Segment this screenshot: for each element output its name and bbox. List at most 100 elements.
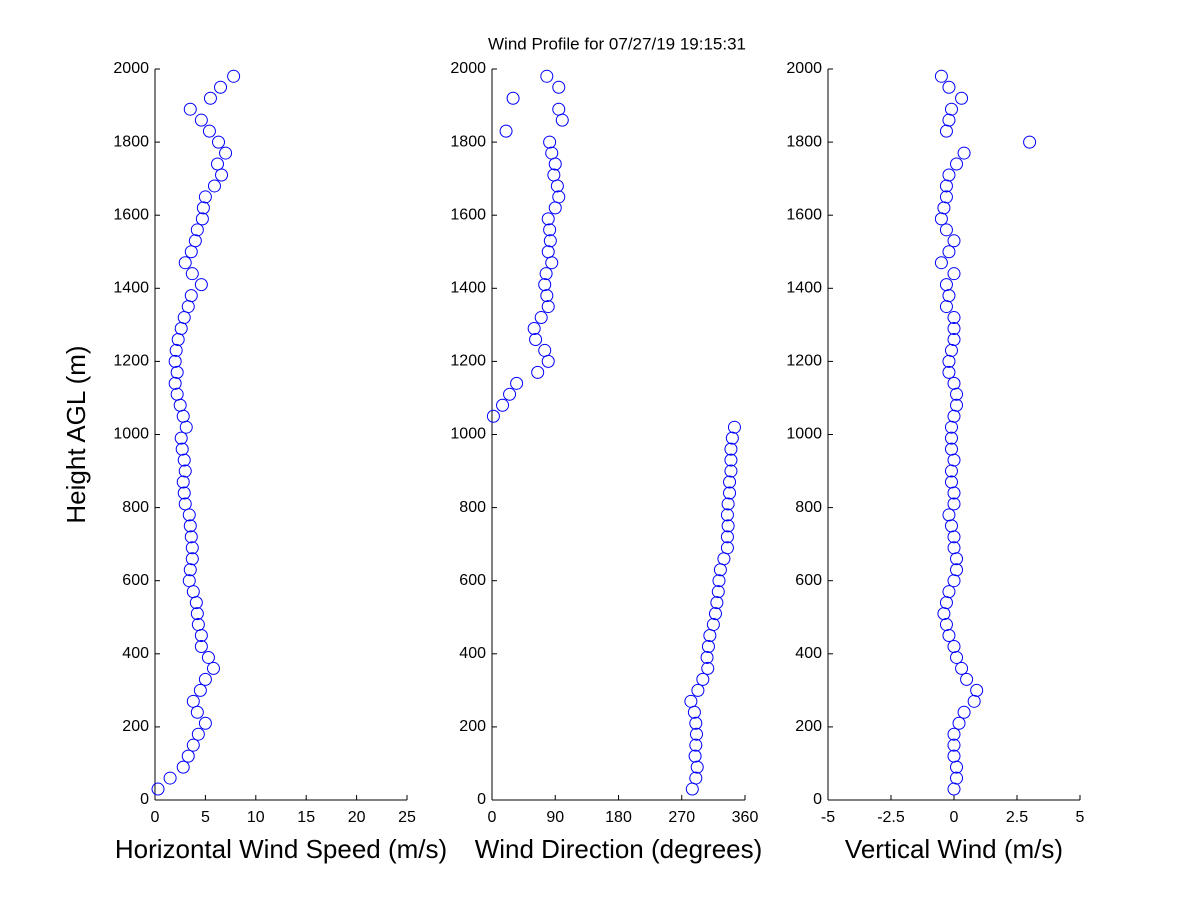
data-point — [727, 420, 741, 434]
data-point — [183, 102, 197, 116]
x-tick-label: 25 — [398, 809, 416, 826]
data-point — [708, 607, 722, 621]
data-point — [942, 168, 956, 182]
data-point — [720, 541, 734, 555]
data-point — [955, 91, 969, 105]
data-point — [543, 223, 557, 237]
data-point — [543, 234, 557, 248]
data-point — [690, 727, 704, 741]
data-point — [706, 618, 720, 632]
data-point — [939, 124, 953, 138]
data-point — [169, 343, 183, 357]
data-point — [486, 409, 500, 423]
y-tick-label: 1600 — [450, 206, 486, 223]
data-point — [947, 574, 961, 588]
data-point — [541, 354, 555, 368]
data-point — [178, 256, 192, 270]
data-point — [721, 519, 735, 533]
data-point — [527, 322, 541, 336]
data-point — [934, 212, 948, 226]
data-point — [194, 278, 208, 292]
data-point — [947, 234, 961, 248]
data-point — [942, 245, 956, 259]
x-tick-label: 2.5 — [1006, 809, 1028, 826]
y-tick-label: 600 — [459, 572, 486, 589]
data-point — [947, 453, 961, 467]
data-point — [529, 332, 543, 346]
data-point — [689, 716, 703, 730]
y-tick-label: 200 — [459, 718, 486, 735]
data-point — [540, 69, 554, 83]
data-point — [947, 332, 961, 346]
y-tick-label: 1200 — [113, 353, 149, 370]
data-point — [723, 486, 737, 500]
y-tick-label: 0 — [140, 791, 149, 808]
data-point — [182, 574, 196, 588]
data-point — [503, 387, 517, 401]
data-point — [176, 760, 190, 774]
data-point — [939, 179, 953, 193]
data-point — [947, 727, 961, 741]
data-point — [711, 585, 725, 599]
data-point — [178, 497, 192, 511]
x-tick-label: 270 — [668, 809, 695, 826]
data-point — [724, 453, 738, 467]
data-point — [194, 113, 208, 127]
data-point — [939, 223, 953, 237]
y-tick-label: 1200 — [450, 353, 486, 370]
x-axis-label: Vertical Wind (m/s) — [845, 834, 1063, 864]
data-point — [190, 705, 204, 719]
data-point — [942, 508, 956, 522]
data-point — [950, 771, 964, 785]
data-point — [548, 157, 562, 171]
data-point — [181, 749, 195, 763]
data-point — [168, 376, 182, 390]
data-point — [189, 596, 203, 610]
data-point — [725, 431, 739, 445]
data-point — [942, 629, 956, 643]
x-tick-label: 180 — [605, 809, 632, 826]
data-point — [939, 300, 953, 314]
data-point — [163, 771, 177, 785]
y-tick-label: 200 — [122, 718, 149, 735]
data-point — [701, 661, 715, 675]
data-point — [685, 782, 699, 796]
x-tick-label: 15 — [297, 809, 315, 826]
data-point — [188, 234, 202, 248]
data-point — [950, 398, 964, 412]
data-point — [198, 672, 212, 686]
data-point — [215, 168, 229, 182]
data-point — [721, 497, 735, 511]
y-tick-label: 1400 — [786, 280, 822, 297]
data-point — [947, 376, 961, 390]
data-point — [184, 245, 198, 259]
y-tick-label: 1800 — [786, 133, 822, 150]
data-point — [185, 267, 199, 281]
data-point — [691, 683, 705, 697]
y-tick-label: 400 — [459, 645, 486, 662]
data-point — [203, 91, 217, 105]
x-tick-label: 0 — [950, 809, 959, 826]
data-point — [688, 749, 702, 763]
data-point — [934, 69, 948, 83]
data-point — [541, 300, 555, 314]
x-tick-label: 360 — [732, 809, 759, 826]
data-point — [947, 530, 961, 544]
chart-title: Wind Profile for 07/27/19 19:15:31 — [488, 34, 746, 53]
data-point — [724, 464, 738, 478]
data-point — [195, 212, 209, 226]
data-point — [947, 486, 961, 500]
data-point — [712, 574, 726, 588]
data-point — [947, 749, 961, 763]
data-point — [547, 168, 561, 182]
data-point — [947, 497, 961, 511]
data-point — [543, 135, 557, 149]
data-point — [955, 661, 969, 675]
y-tick-label: 2000 — [113, 60, 149, 77]
x-tick-label: 0 — [151, 809, 160, 826]
data-point — [540, 289, 554, 303]
y-tick-label: 1000 — [786, 426, 822, 443]
data-point — [179, 420, 193, 434]
data-point — [939, 596, 953, 610]
data-point — [538, 343, 552, 357]
